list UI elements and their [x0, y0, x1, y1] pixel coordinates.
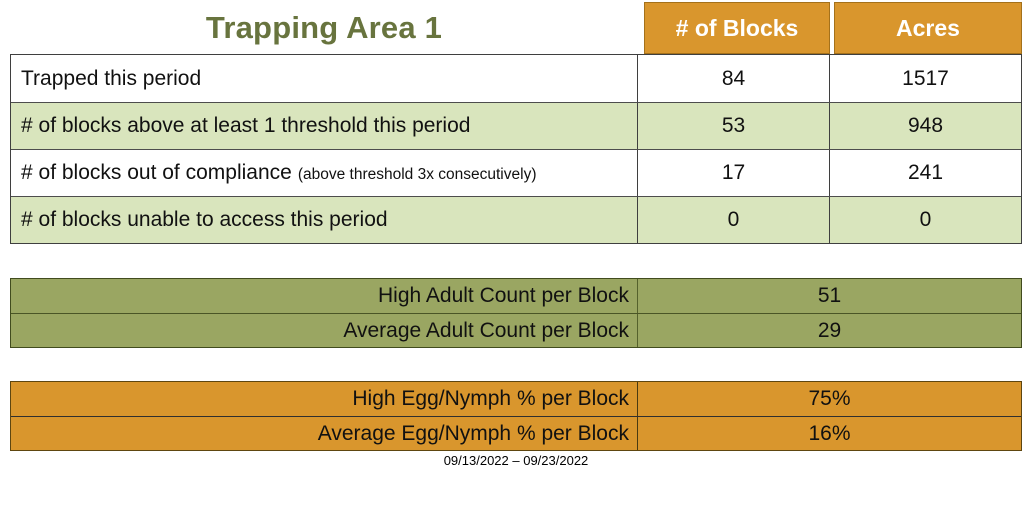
row-value-acres: 948 — [829, 103, 1021, 149]
column-header-acres: Acres — [834, 2, 1022, 54]
title-cell: Trapping Area 1 — [10, 2, 638, 54]
row-label: # of blocks out of compliance (above thr… — [21, 161, 537, 184]
section-row-label: Average Egg/Nymph % per Block — [317, 421, 629, 445]
date-range: 09/13/2022 – 09/23/2022 — [443, 453, 589, 468]
main-table: Trapped this period 84 1517 # of blocks … — [10, 54, 1022, 244]
row-label: # of blocks unable to access this period — [21, 208, 388, 231]
row-value-blocks: 17 — [637, 150, 829, 196]
adult-count-section: High Adult Count per Block 51 Average Ad… — [10, 278, 1022, 348]
section-row-average-adult: Average Adult Count per Block 29 — [11, 313, 1021, 347]
section-row-value: 75% — [637, 382, 1021, 416]
row-value-acres: 1517 — [829, 55, 1021, 102]
row-value-acres: 0 — [829, 197, 1021, 243]
table-row-unable-to-access: # of blocks unable to access this period… — [11, 196, 1021, 243]
section-row-average-egg: Average Egg/Nymph % per Block 16% — [11, 416, 1021, 450]
row-label: # of blocks above at least 1 threshold t… — [21, 114, 471, 137]
row-value-blocks: 84 — [637, 55, 829, 102]
table-header-row: Trapping Area 1 # of Blocks Acres — [10, 2, 1022, 54]
row-label: Trapped this period — [21, 66, 202, 90]
row-value-blocks: 53 — [637, 103, 829, 149]
section-row-label: High Adult Count per Block — [378, 284, 629, 307]
section-row-high-egg: High Egg/Nymph % per Block 75% — [11, 382, 1021, 416]
column-header-blocks: # of Blocks — [644, 2, 830, 54]
row-value-blocks: 0 — [637, 197, 829, 243]
row-label-note: (above threshold 3x consecutively) — [297, 165, 537, 183]
page-title: Trapping Area 1 — [205, 10, 443, 45]
table-row-out-of-compliance: # of blocks out of compliance (above thr… — [11, 149, 1021, 196]
egg-nymph-section: High Egg/Nymph % per Block 75% Average E… — [10, 381, 1022, 451]
row-value-acres: 241 — [829, 150, 1021, 196]
section-row-value: 51 — [637, 279, 1021, 313]
table-row-above-threshold: # of blocks above at least 1 threshold t… — [11, 102, 1021, 149]
table-row-trapped: Trapped this period 84 1517 — [11, 55, 1021, 102]
section-row-label: Average Adult Count per Block — [343, 318, 629, 342]
section-row-label: High Egg/Nymph % per Block — [352, 387, 629, 410]
report-content: Trapping Area 1 # of Blocks Acres Trappe… — [10, 2, 1022, 468]
section-row-value: 29 — [637, 314, 1021, 347]
section-row-high-adult: High Adult Count per Block 51 — [11, 279, 1021, 313]
section-row-value: 16% — [637, 417, 1021, 450]
